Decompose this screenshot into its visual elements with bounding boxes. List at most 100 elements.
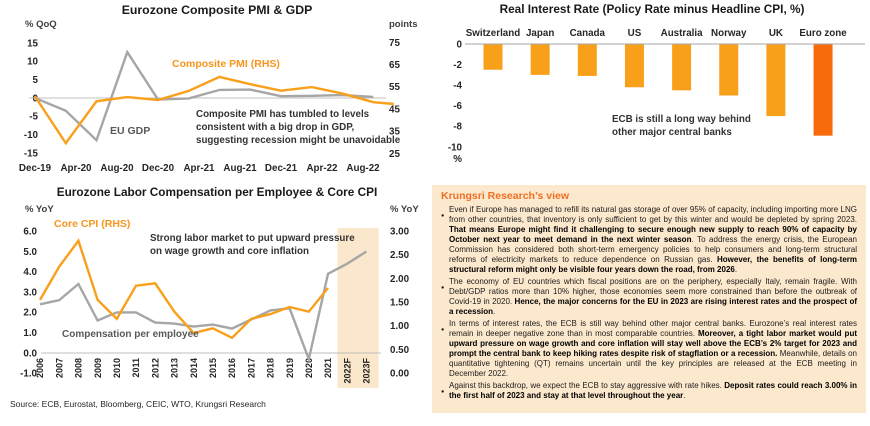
category-label: UK <box>769 28 783 39</box>
bar-australia <box>672 44 692 91</box>
bullet-text: Even if Europe has managed to refill its… <box>449 205 857 274</box>
x-axis-tick: 2009 <box>93 358 103 378</box>
right-axis-tick: 55 <box>389 82 400 93</box>
x-axis-tick: Apr-22 <box>306 163 338 174</box>
left-axis-tick: -5 <box>29 112 38 123</box>
x-axis-tick: 2007 <box>54 358 64 378</box>
chart-annotation: Composite PMI has tumbled to levels <box>196 109 370 120</box>
left-axis-tick: -1.0 <box>20 369 37 380</box>
bullet-icon <box>440 205 449 275</box>
panel-bullet: In terms of interest rates, the ECB is s… <box>440 319 857 379</box>
left-axis-tick: 5 <box>33 75 39 86</box>
right-axis-tick: 2.50 <box>390 250 410 261</box>
chart-title: Eurozone Labor Compensation per Employee… <box>57 185 378 199</box>
category-label: Japan <box>526 28 554 39</box>
chart-title: Real Interest Rate (Policy Rate minus He… <box>500 2 805 16</box>
y-axis-tick: -4 <box>453 81 462 92</box>
panel-bullet-list: Even if Europe has managed to refill its… <box>440 205 857 401</box>
x-axis-tick: 2008 <box>74 358 84 378</box>
x-axis-tick: Dec-21 <box>265 163 298 174</box>
y-axis-unit: % <box>453 154 462 165</box>
right-axis-tick: 45 <box>389 104 400 115</box>
bar-canada <box>577 44 597 76</box>
x-axis-tick: 2006 <box>35 358 45 378</box>
compensation-line <box>39 250 368 364</box>
bar-euro-zone <box>813 44 833 136</box>
y-axis-tick: 0 <box>457 39 463 50</box>
x-axis-tick: 2011 <box>131 358 141 378</box>
bullet-text: The economy of EU countries which fiscal… <box>449 277 857 316</box>
right-axis-tick: 65 <box>389 60 400 71</box>
panel-bullet: Even if Europe has managed to refill its… <box>440 205 857 275</box>
right-axis-tick: 25 <box>389 149 400 160</box>
x-axis-tick: 2013 <box>170 358 180 378</box>
x-axis-tick: 2017 <box>246 358 256 378</box>
x-axis-tick: Dec-19 <box>19 163 52 174</box>
bar-norway <box>719 44 739 96</box>
x-axis-tick: 2018 <box>266 358 276 378</box>
chart-annotation: ECB is still a long way behind <box>612 114 751 125</box>
forecast-highlight-band <box>337 228 379 388</box>
panel-title: Krungsri Research’s view <box>441 190 569 202</box>
category-label: Switzerland <box>466 28 520 39</box>
bullet-icon <box>440 381 449 401</box>
bar-uk <box>766 44 786 117</box>
left-axis-tick: -15 <box>24 148 39 159</box>
x-axis-tick: 2022F <box>342 358 352 384</box>
x-axis-tick: Apr-20 <box>60 163 92 174</box>
right-axis-unit: points <box>389 19 418 30</box>
y-axis-tick: -10 <box>448 142 463 153</box>
bullet-text: In terms of interest rates, the ECB is s… <box>449 319 857 378</box>
research-view-panel: Krungsri Research’s view Even if Europe … <box>432 185 866 413</box>
left-axis-unit: % QoQ <box>25 19 57 30</box>
x-axis-tick: Aug-21 <box>223 163 257 174</box>
x-axis-tick: 2021 <box>323 358 333 378</box>
left-axis-tick: 3.0 <box>23 287 37 298</box>
chart-pmi-gdp-svg: Eurozone Composite PMI & GDP % QoQ points 1… <box>19 3 418 174</box>
chart-annotation: Strong labor market to put upward pressu… <box>150 233 355 244</box>
right-axis-tick: 1.50 <box>390 298 410 309</box>
left-axis-tick: 10 <box>27 57 38 68</box>
x-axis-tick: Dec-20 <box>142 163 175 174</box>
category-label: Norway <box>711 28 747 39</box>
left-axis-tick: 0.0 <box>23 348 37 359</box>
compensation-series-label: Compensation per employee <box>62 329 199 340</box>
chart-annotation: consistent with a big drop in GDP, <box>196 122 354 133</box>
category-label: Australia <box>661 28 703 39</box>
category-label: Canada <box>570 28 606 39</box>
x-axis-tick: 2016 <box>227 358 237 378</box>
core-cpi-series-label: Core CPI (RHS) <box>54 218 130 230</box>
right-axis-tick: 75 <box>389 38 400 49</box>
bar-japan <box>530 44 550 75</box>
right-axis-tick: 1.00 <box>390 321 410 332</box>
x-axis-tick: Apr-21 <box>183 163 215 174</box>
x-axis-tick: 2020 <box>304 358 314 378</box>
category-label: Euro zone <box>799 28 847 39</box>
right-axis-tick: 0.50 <box>390 345 410 356</box>
bullet-text: Against this backdrop, we expect the ECB… <box>449 381 858 400</box>
chart-real-rates-svg: Real Interest Rate (Policy Rate minus He… <box>448 2 865 165</box>
x-axis-tick: Aug-22 <box>346 163 380 174</box>
left-axis-tick: 1.0 <box>23 328 37 339</box>
x-axis-tick: 2023F <box>362 358 372 384</box>
left-axis-tick: -10 <box>24 130 39 141</box>
y-axis-tick: -2 <box>453 60 462 71</box>
x-axis-tick: Aug-20 <box>100 163 134 174</box>
eu-gdp-line <box>34 49 374 143</box>
x-axis-tick: 2012 <box>150 358 160 378</box>
chart-annotation: on wage growth and core inflation <box>150 246 309 257</box>
y-axis-tick: -6 <box>453 101 462 112</box>
labor-compensation-core-cpi-chart: Eurozone Labor Compensation per Employee… <box>0 184 435 398</box>
panel-bullet: The economy of EU countries which fiscal… <box>440 277 857 317</box>
composite-pmi-line <box>33 75 394 146</box>
right-axis-tick: 3.00 <box>390 226 410 237</box>
left-axis-tick: 15 <box>27 38 38 49</box>
bullet-icon <box>440 319 449 379</box>
chart-labor-cpi-svg: Eurozone Labor Compensation per Employee… <box>20 185 419 388</box>
right-axis-tick: 0.00 <box>390 369 410 380</box>
category-label: US <box>628 28 642 39</box>
y-axis-tick: -8 <box>453 122 462 133</box>
bar-switzerland <box>483 44 503 70</box>
left-axis-tick: 5.0 <box>23 247 37 258</box>
